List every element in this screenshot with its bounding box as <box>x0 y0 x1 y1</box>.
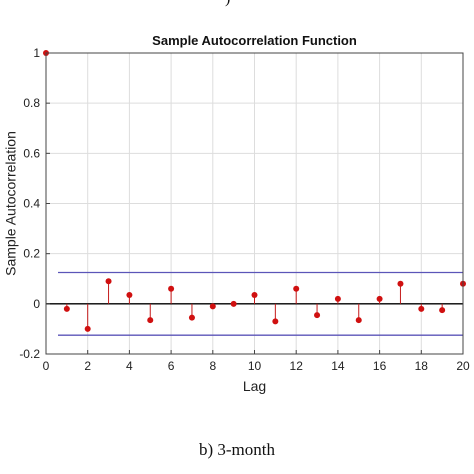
stem-marker <box>376 295 383 302</box>
stem-marker <box>126 292 133 299</box>
x-tick-label: 0 <box>43 359 50 373</box>
stem-marker <box>147 317 154 324</box>
y-tick-label: 1 <box>33 46 40 60</box>
y-tick-label: 0 <box>33 297 40 311</box>
stem-marker <box>63 305 70 312</box>
x-tick-label: 14 <box>331 359 345 373</box>
stem-marker <box>230 300 237 307</box>
stem-marker <box>251 292 258 299</box>
x-tick-label: 12 <box>290 359 304 373</box>
x-tick-label: 6 <box>168 359 175 373</box>
stem-marker <box>314 312 321 319</box>
stem-marker <box>209 303 216 310</box>
x-axis-label: Lag <box>243 378 266 394</box>
stem-marker <box>418 305 425 312</box>
y-tick-label: 0.4 <box>23 197 40 211</box>
y-axis-label: Sample Autocorrelation <box>3 131 19 276</box>
x-tick-label: 18 <box>415 359 429 373</box>
y-tick-label: 0.8 <box>23 96 40 110</box>
x-tick-labels: 0 2 4 6 8 10 12 14 16 18 20 <box>43 350 470 373</box>
x-tick-label: 10 <box>248 359 262 373</box>
top-fragment-text: ) <box>225 0 230 8</box>
confidence-bounds <box>58 271 463 336</box>
stem-marker <box>439 307 446 314</box>
stem-marker <box>355 317 362 324</box>
y-tick-label: -0.2 <box>19 347 40 361</box>
x-tick-label: 8 <box>209 359 216 373</box>
stem-marker <box>188 314 195 321</box>
stem-marker <box>84 325 91 332</box>
stem-marker <box>168 285 175 292</box>
x-tick-label: 16 <box>373 359 387 373</box>
stem-marker <box>334 295 341 302</box>
y-tick-label: 0.2 <box>23 247 40 261</box>
figure-caption: b) 3-month <box>198 440 276 459</box>
chart-title: Sample Autocorrelation Function <box>152 33 357 48</box>
y-tick-label: 0.6 <box>23 146 40 160</box>
stem-marker <box>272 318 279 325</box>
x-tick-label: 20 <box>456 359 470 373</box>
stem-marker <box>397 280 404 287</box>
stem-marker <box>105 278 112 285</box>
x-tick-label: 4 <box>126 359 133 373</box>
stem-marker <box>293 285 300 292</box>
x-tick-label: 2 <box>84 359 91 373</box>
y-tick-labels: -0.2 0 0.2 0.4 0.6 0.8 1 <box>19 46 50 361</box>
acf-chart: 0 2 4 6 8 10 12 14 16 18 20 -0.200.20.40.60.81 Sam… <box>3 33 470 394</box>
